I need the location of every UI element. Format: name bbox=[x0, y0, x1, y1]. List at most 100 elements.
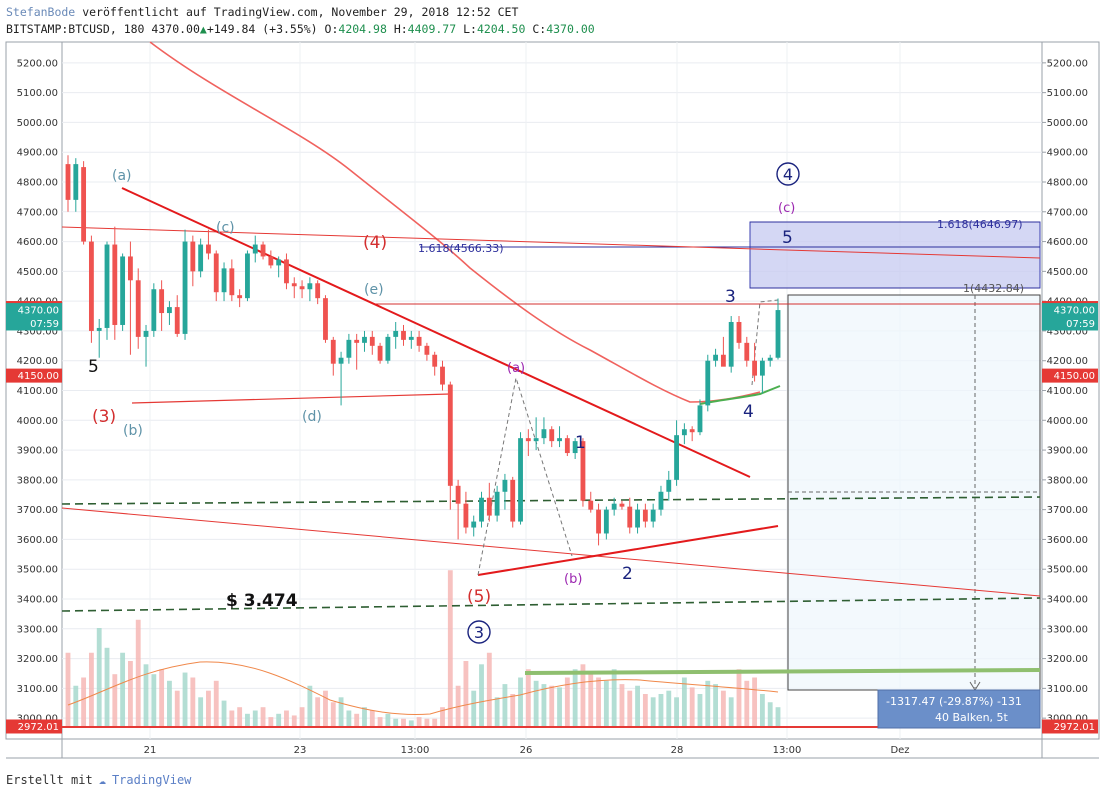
left-axis-tick: 3600.00 bbox=[17, 535, 58, 546]
volume-bar bbox=[174, 690, 180, 727]
wave-support-line bbox=[477, 525, 779, 576]
candle-body bbox=[759, 360, 765, 376]
wave-label-a-purple: (a) bbox=[507, 361, 525, 376]
candle-body bbox=[73, 164, 79, 200]
arrow-up-icon: ▲ bbox=[199, 22, 207, 36]
candle-body bbox=[572, 441, 578, 454]
volume-bars bbox=[65, 570, 781, 727]
candle-body bbox=[775, 310, 781, 358]
wave-label-2-blue: 2 bbox=[622, 564, 633, 584]
volume-bar bbox=[447, 570, 453, 727]
candle-body bbox=[533, 438, 539, 442]
price-badge-text: 4370.00 bbox=[18, 306, 59, 317]
wave-label-a-teal: (a) bbox=[112, 168, 132, 184]
left-axis-tick: 3900.00 bbox=[17, 446, 58, 457]
candle-body bbox=[284, 259, 289, 284]
footer: Erstellt mit ☁ TradingView bbox=[6, 773, 191, 787]
price-badge-text: 2972.01 bbox=[1054, 722, 1095, 733]
volume-bar bbox=[362, 707, 367, 727]
volume-bar bbox=[213, 680, 219, 727]
volume-bar bbox=[666, 690, 672, 727]
candle-body bbox=[432, 354, 438, 367]
volume-bar bbox=[393, 718, 399, 727]
wave-label-c-purple: (c) bbox=[778, 201, 795, 216]
candle-body bbox=[674, 435, 679, 480]
candle-body bbox=[728, 321, 734, 367]
right-axis-tick: 3800.00 bbox=[1047, 475, 1088, 486]
candle-body bbox=[229, 268, 235, 296]
wave-label-4-red: (4) bbox=[363, 233, 387, 253]
ohlc-line: BITSTAMP:BTCUSD, 180 4370.00▲+149.84 (+3… bbox=[6, 21, 595, 38]
right-axis-tick: 4600.00 bbox=[1047, 237, 1088, 248]
time-axis-tick: 26 bbox=[520, 745, 533, 756]
volume-bar bbox=[541, 684, 547, 727]
circled-wave-3: 3 bbox=[474, 623, 484, 642]
volume-bar bbox=[268, 717, 274, 727]
volume-bar bbox=[416, 717, 422, 727]
wave-label-5-black: 5 bbox=[88, 357, 99, 377]
candle-body bbox=[611, 503, 617, 510]
volume-bar bbox=[323, 690, 328, 727]
volume-bar bbox=[330, 702, 336, 727]
author-name[interactable]: StefanBode bbox=[6, 5, 76, 19]
volume-bar bbox=[237, 707, 243, 727]
triangle-lower-line bbox=[131, 393, 451, 404]
wave-label-d-teal: (d) bbox=[302, 409, 322, 425]
candle-body bbox=[245, 253, 250, 299]
right-axis-tick: 5000.00 bbox=[1047, 118, 1088, 129]
volume-bar bbox=[674, 697, 679, 727]
volume-bar bbox=[619, 684, 625, 727]
upper-channel-line bbox=[61, 226, 1041, 259]
right-axis-tick: 3000.00 bbox=[1047, 714, 1088, 725]
right-axis-tick: 3900.00 bbox=[1047, 446, 1088, 457]
left-axis-tick: 5200.00 bbox=[17, 58, 58, 69]
volume-bar bbox=[346, 710, 352, 727]
candle-body bbox=[174, 307, 180, 334]
candle-body bbox=[143, 330, 149, 337]
left-price-axis[interactable]: 5200.00 5100.00 5000.00 4900.00 4800.00 4700.… bbox=[17, 58, 58, 724]
candle-body bbox=[463, 503, 469, 528]
time-axis[interactable]: 21 23 13:00 26 28 13:00 Dez bbox=[144, 745, 910, 756]
symbol-label[interactable]: BITSTAMP:BTCUSD, 180 bbox=[6, 22, 145, 36]
volume-bar bbox=[744, 680, 750, 727]
fib-label-4647: 1.618(4646.97) bbox=[937, 218, 1023, 231]
price-badge-text: 07:59 bbox=[30, 319, 59, 330]
right-axis-tick: 4000.00 bbox=[1047, 416, 1088, 427]
candle-body bbox=[494, 491, 500, 516]
green-ma-curve bbox=[699, 385, 781, 405]
measure-tooltip[interactable]: -1317.47 (-29.87%) -131 40 Balken, 5t bbox=[877, 689, 1041, 729]
right-axis-tick: 5100.00 bbox=[1047, 88, 1088, 99]
candle-body bbox=[88, 241, 94, 331]
volume-bar bbox=[533, 680, 539, 727]
price-badge-bg bbox=[6, 368, 62, 383]
right-axis-tick: 3200.00 bbox=[1047, 654, 1088, 665]
tradingview-brand[interactable]: TradingView bbox=[111, 773, 192, 787]
left-axis-tick: 4900.00 bbox=[17, 148, 58, 159]
volume-bar bbox=[775, 707, 781, 727]
candle-body bbox=[299, 286, 305, 290]
time-axis-tick: Dez bbox=[890, 745, 909, 756]
fib-label-4432: 1(4432.84) bbox=[963, 282, 1024, 295]
ema-curve bbox=[149, 41, 761, 403]
price-badge-text: 2972.01 bbox=[18, 722, 59, 733]
left-axis-tick: 3400.00 bbox=[17, 595, 58, 606]
price-badge-bg bbox=[6, 719, 62, 734]
candle-body bbox=[658, 491, 664, 510]
candle-body bbox=[120, 256, 126, 325]
volume-bar bbox=[167, 680, 172, 727]
tradingview-logo-icon[interactable]: ☁ bbox=[98, 773, 106, 787]
candle-body bbox=[603, 509, 609, 534]
volume-bar bbox=[385, 713, 391, 727]
created-with-text: Erstellt mit bbox=[6, 773, 93, 787]
right-axis-tick: 4900.00 bbox=[1047, 148, 1088, 159]
candle-body bbox=[471, 521, 477, 528]
candle-body bbox=[112, 244, 118, 325]
volume-bar bbox=[96, 628, 102, 727]
candle-body bbox=[502, 479, 508, 492]
volume-bar bbox=[720, 690, 726, 727]
right-price-axis[interactable]: 5200.00 5100.00 5000.00 4900.00 4800.00 4700.… bbox=[1042, 58, 1088, 725]
volume-bar bbox=[759, 694, 765, 727]
candle-body bbox=[362, 336, 367, 343]
candle-body bbox=[744, 342, 750, 361]
